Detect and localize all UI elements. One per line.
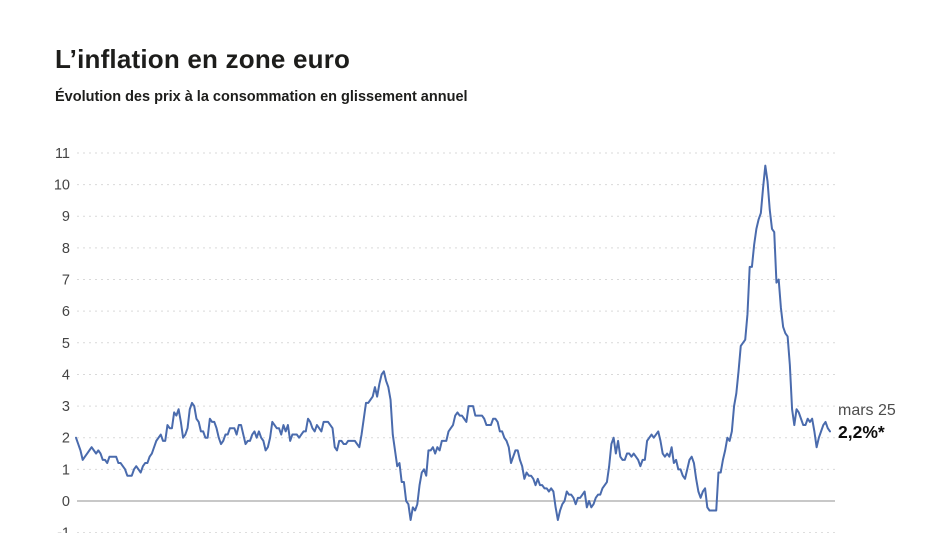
y-axis-tick-label: 10	[54, 178, 70, 194]
y-axis-tick-label: 11	[55, 146, 70, 162]
y-axis-tick-label: 9	[62, 209, 70, 225]
chart-subtitle: Évolution des prix à la consommation en …	[55, 89, 468, 105]
latest-point-date: mars 25	[838, 402, 896, 419]
y-axis-tick-label: 1	[62, 462, 70, 478]
latest-point-annotation: mars 25 2,2%*	[838, 400, 896, 444]
inflation-series-line	[75, 164, 831, 521]
y-axis-tick-label: 0	[62, 494, 70, 510]
y-axis-tick-label: 6	[62, 304, 70, 320]
y-axis-tick-label: 7	[62, 273, 70, 289]
y-axis-tick-label: 2	[62, 431, 70, 447]
y-axis-tick-label: 3	[62, 399, 70, 415]
page-title: L’inflation en zone euro	[55, 44, 351, 74]
y-axis-tick-label: 5	[62, 336, 70, 352]
latest-point-value: 2,2%*	[838, 422, 885, 442]
y-axis-tick-label: 4	[62, 367, 70, 383]
y-axis-tick-label: -1	[57, 526, 70, 533]
y-axis-tick-label: 8	[62, 241, 70, 257]
